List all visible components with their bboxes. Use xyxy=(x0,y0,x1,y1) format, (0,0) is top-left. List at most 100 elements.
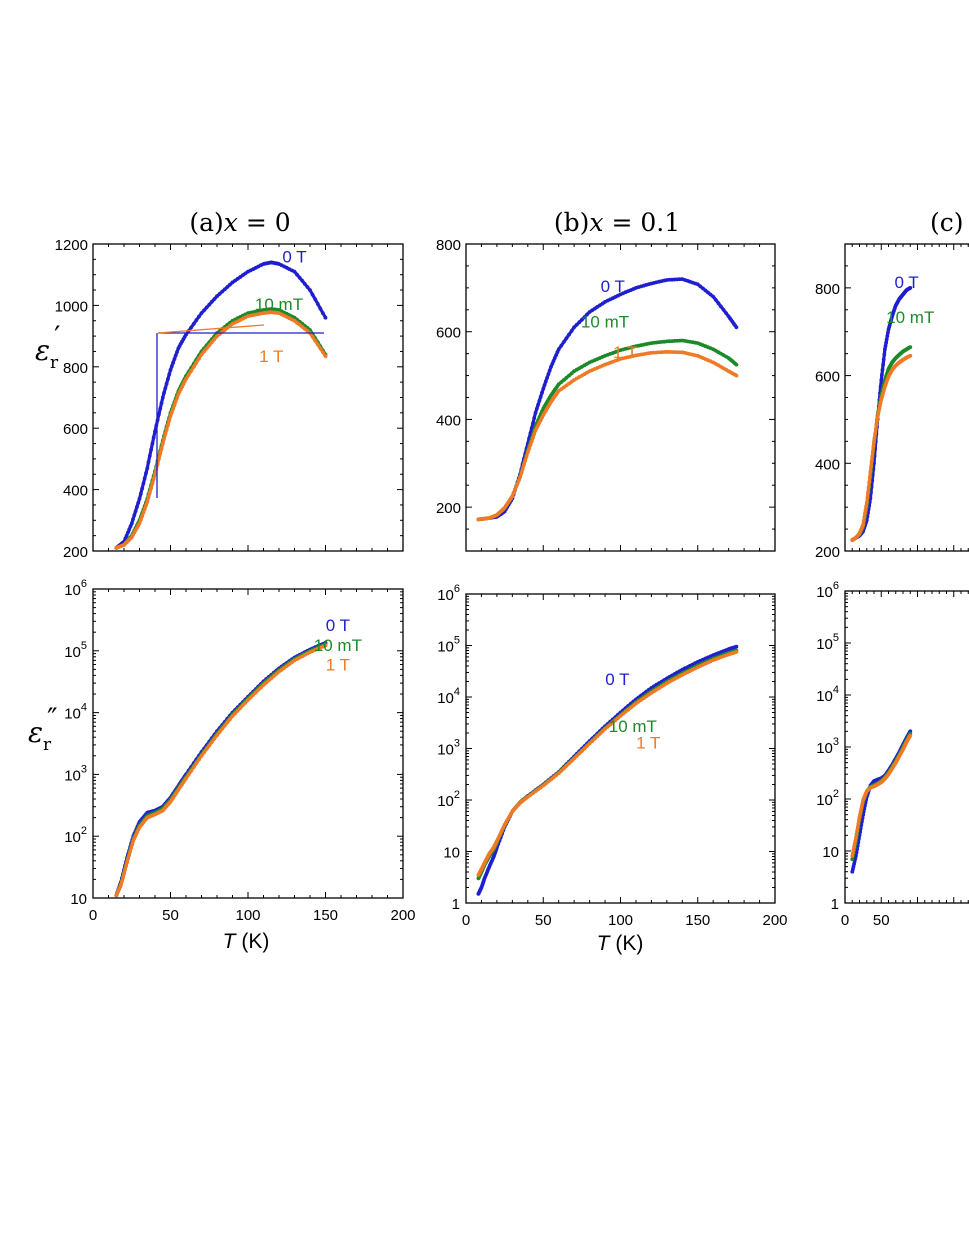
data-point xyxy=(310,292,315,297)
data-point xyxy=(511,491,516,495)
legend-label: 0 T xyxy=(282,247,306,266)
plot-b_top: 200 400 600 800 0 T 10 mT 1 T xyxy=(436,237,776,552)
data-point xyxy=(580,749,584,753)
data-point xyxy=(878,400,883,405)
data-point xyxy=(269,676,274,681)
data-point xyxy=(851,851,855,855)
data-point xyxy=(850,857,855,861)
data-point xyxy=(158,451,163,456)
data-point xyxy=(145,466,150,470)
data-point xyxy=(150,481,155,486)
y-tick-label: 1200 xyxy=(55,237,88,254)
data-point xyxy=(175,350,179,354)
data-point xyxy=(163,386,168,391)
data-point xyxy=(313,297,318,302)
data-point xyxy=(598,731,602,736)
data-point xyxy=(603,727,607,731)
data-point xyxy=(850,854,855,858)
data-point xyxy=(868,470,873,474)
data-point xyxy=(215,733,219,738)
data-point xyxy=(862,515,867,520)
data-point xyxy=(141,510,146,515)
data-point xyxy=(225,285,230,289)
y-tick-label: 103 xyxy=(64,763,87,784)
data-point xyxy=(130,842,135,847)
y-tick-label: 103 xyxy=(816,736,839,757)
data-point xyxy=(157,457,161,461)
data-point xyxy=(128,524,133,529)
data-point xyxy=(204,305,209,310)
data-point xyxy=(863,508,868,512)
data-point xyxy=(315,342,320,347)
data-point xyxy=(543,781,548,786)
data-point xyxy=(613,718,618,723)
plot-c_top: 200 400 600 800 0 T 10 mT xyxy=(815,243,969,561)
data-point xyxy=(169,364,174,369)
data-point xyxy=(734,650,739,654)
data-point xyxy=(217,292,222,296)
data-point xyxy=(522,462,526,467)
y-tick-label: 600 xyxy=(815,369,840,386)
data-point xyxy=(559,380,564,384)
xlabel-b: T (K) xyxy=(597,932,644,955)
data-point xyxy=(253,690,258,695)
data-point xyxy=(194,318,199,323)
y-tick-label: 400 xyxy=(436,412,461,429)
y-tick-label: 400 xyxy=(63,483,88,500)
data-point xyxy=(194,360,199,365)
series-0-t xyxy=(114,640,328,898)
data-point xyxy=(701,286,705,291)
data-point xyxy=(256,688,261,692)
data-point xyxy=(873,431,878,436)
data-point xyxy=(719,304,723,309)
data-point xyxy=(580,317,584,322)
data-point xyxy=(880,372,884,377)
data-point xyxy=(626,707,631,712)
data-point xyxy=(872,435,877,440)
data-point xyxy=(541,386,546,391)
data-point xyxy=(531,435,535,440)
data-point xyxy=(138,517,143,522)
data-point xyxy=(582,315,587,319)
plot-a_top: 200 400 600 800 1000 1200 0 T 10 mT 1 T xyxy=(55,237,404,561)
data-point xyxy=(551,775,556,780)
data-point xyxy=(884,340,888,345)
data-point xyxy=(852,845,856,849)
data-point xyxy=(323,315,328,320)
data-point xyxy=(318,346,323,351)
data-point xyxy=(585,744,589,748)
data-point xyxy=(315,302,320,306)
data-point xyxy=(186,373,191,377)
series-line xyxy=(114,307,328,550)
data-point xyxy=(159,401,164,405)
data-point xyxy=(555,350,560,355)
series-1-t xyxy=(850,733,913,858)
data-point xyxy=(123,868,127,872)
data-point xyxy=(567,373,571,378)
series-line xyxy=(114,310,328,550)
data-point xyxy=(274,672,279,676)
data-point xyxy=(854,835,858,840)
data-point xyxy=(137,496,142,501)
data-point xyxy=(228,717,232,722)
data-point xyxy=(881,362,885,367)
series-line xyxy=(476,338,738,521)
data-point xyxy=(569,759,574,763)
y-tick-label: 1000 xyxy=(55,298,88,315)
series-line xyxy=(114,643,328,897)
data-point xyxy=(238,706,243,710)
data-point xyxy=(305,329,310,333)
y-tick-label: 106 xyxy=(64,578,87,599)
data-point xyxy=(708,292,713,297)
data-point xyxy=(883,347,887,352)
x-tick-label: 0 xyxy=(462,912,470,929)
data-point xyxy=(295,320,299,325)
data-point xyxy=(546,372,551,376)
data-point xyxy=(582,746,587,751)
data-point xyxy=(677,350,682,355)
data-point xyxy=(127,527,132,532)
series-0-t xyxy=(114,260,328,550)
data-point xyxy=(171,406,176,411)
legend-label: 1 T xyxy=(636,734,660,753)
data-point xyxy=(153,472,157,477)
